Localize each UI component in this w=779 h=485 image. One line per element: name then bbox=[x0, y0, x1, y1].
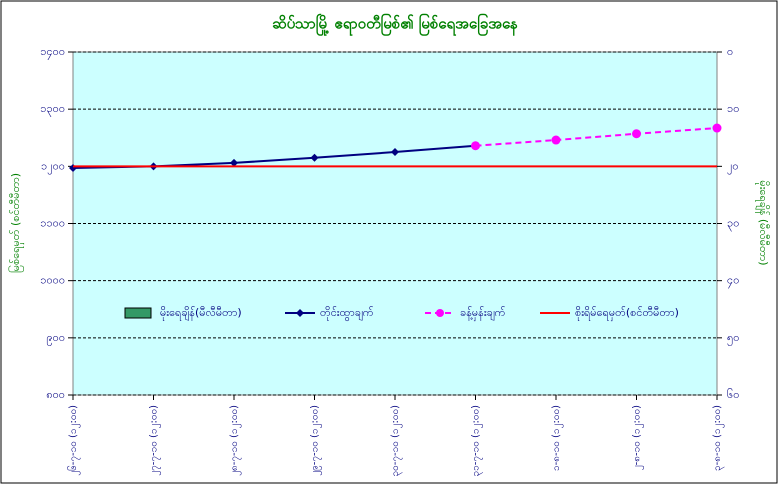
y-tick-label: ၈၀၀ bbox=[46, 388, 65, 401]
x-tick-label: ၃၀-၇-၁၀ (၁၂:၀၀) bbox=[390, 405, 403, 477]
y2-tick-label: ၃၀ bbox=[727, 217, 739, 232]
legend-label: တိုင်းထွာချက် bbox=[320, 306, 374, 321]
legend-label: စိုးရိမ်ရေမှတ်(စင်တီမီတာ) bbox=[575, 306, 679, 321]
legend-label: မိုးရေချိန်(မီလီမီတာ) bbox=[160, 306, 242, 321]
x-tick-label: ၂၇-၇-၁၀ (၁၂:၀၀) bbox=[149, 405, 162, 476]
y2-tick-label: ၁၀ bbox=[727, 102, 739, 115]
y-axis-title: မြစ်ရေမှတ် (စင်တီမီတာ) bbox=[8, 173, 24, 273]
y2-tick-label: ၅၀ bbox=[727, 331, 739, 346]
y2-tick-label: ၂၀ bbox=[727, 159, 739, 174]
x-tick-label: ၂၆-၇-၁၀ (၁၂:၀၀) bbox=[66, 405, 81, 476]
y2-tick-label: ၀ bbox=[727, 45, 733, 58]
y-tick-label: ၁၀၀၀ bbox=[40, 274, 65, 287]
marker bbox=[632, 129, 641, 139]
y2-tick-label: ၄၀ bbox=[727, 274, 739, 289]
marker bbox=[310, 153, 319, 162]
y2-axis-title: မိုးရေချိန် (မီလီမီတာ) bbox=[755, 180, 770, 265]
marker bbox=[551, 135, 561, 145]
legend-marker bbox=[436, 309, 444, 317]
y-tick-label: ၁၁၀၀ bbox=[40, 217, 65, 230]
marker bbox=[230, 158, 238, 167]
marker bbox=[712, 123, 722, 133]
x-tick-label: ၂-၈-၁၀ (၁၂:၀၀) bbox=[632, 405, 645, 470]
legend-swatch bbox=[124, 307, 152, 319]
y-tick-label: ၁၄၀၀ bbox=[40, 45, 65, 60]
y-tick-label: ၉၀၀ bbox=[46, 331, 65, 346]
marker bbox=[471, 141, 480, 151]
marker bbox=[391, 148, 399, 157]
x-tick-label: ၃-၈-၁၀ (၁၂:၀၀) bbox=[712, 405, 725, 471]
legend-label: ခန့်မှန်းချက် bbox=[460, 306, 506, 321]
series-line bbox=[475, 127, 718, 147]
y-tick-label: ၁၃၀၀ bbox=[40, 102, 65, 117]
x-tick-label: ၁-၈-၁၀ (၁၂:၀၀) bbox=[551, 405, 564, 471]
y-tick-label: ၁၂၀၀ bbox=[41, 159, 65, 174]
x-tick-label: ၂၉-၇-၁၀ (၁၂:၀၀) bbox=[310, 405, 323, 476]
x-tick-label: ၃၁-၇-၁၀ (၁၂:၀၀) bbox=[471, 405, 484, 477]
y2-tick-label: ၆၀ bbox=[727, 388, 739, 401]
x-tick-label: ၂၈-၇-၁၀ (၁၂:၀၀) bbox=[229, 405, 242, 476]
legend-marker bbox=[296, 309, 304, 317]
